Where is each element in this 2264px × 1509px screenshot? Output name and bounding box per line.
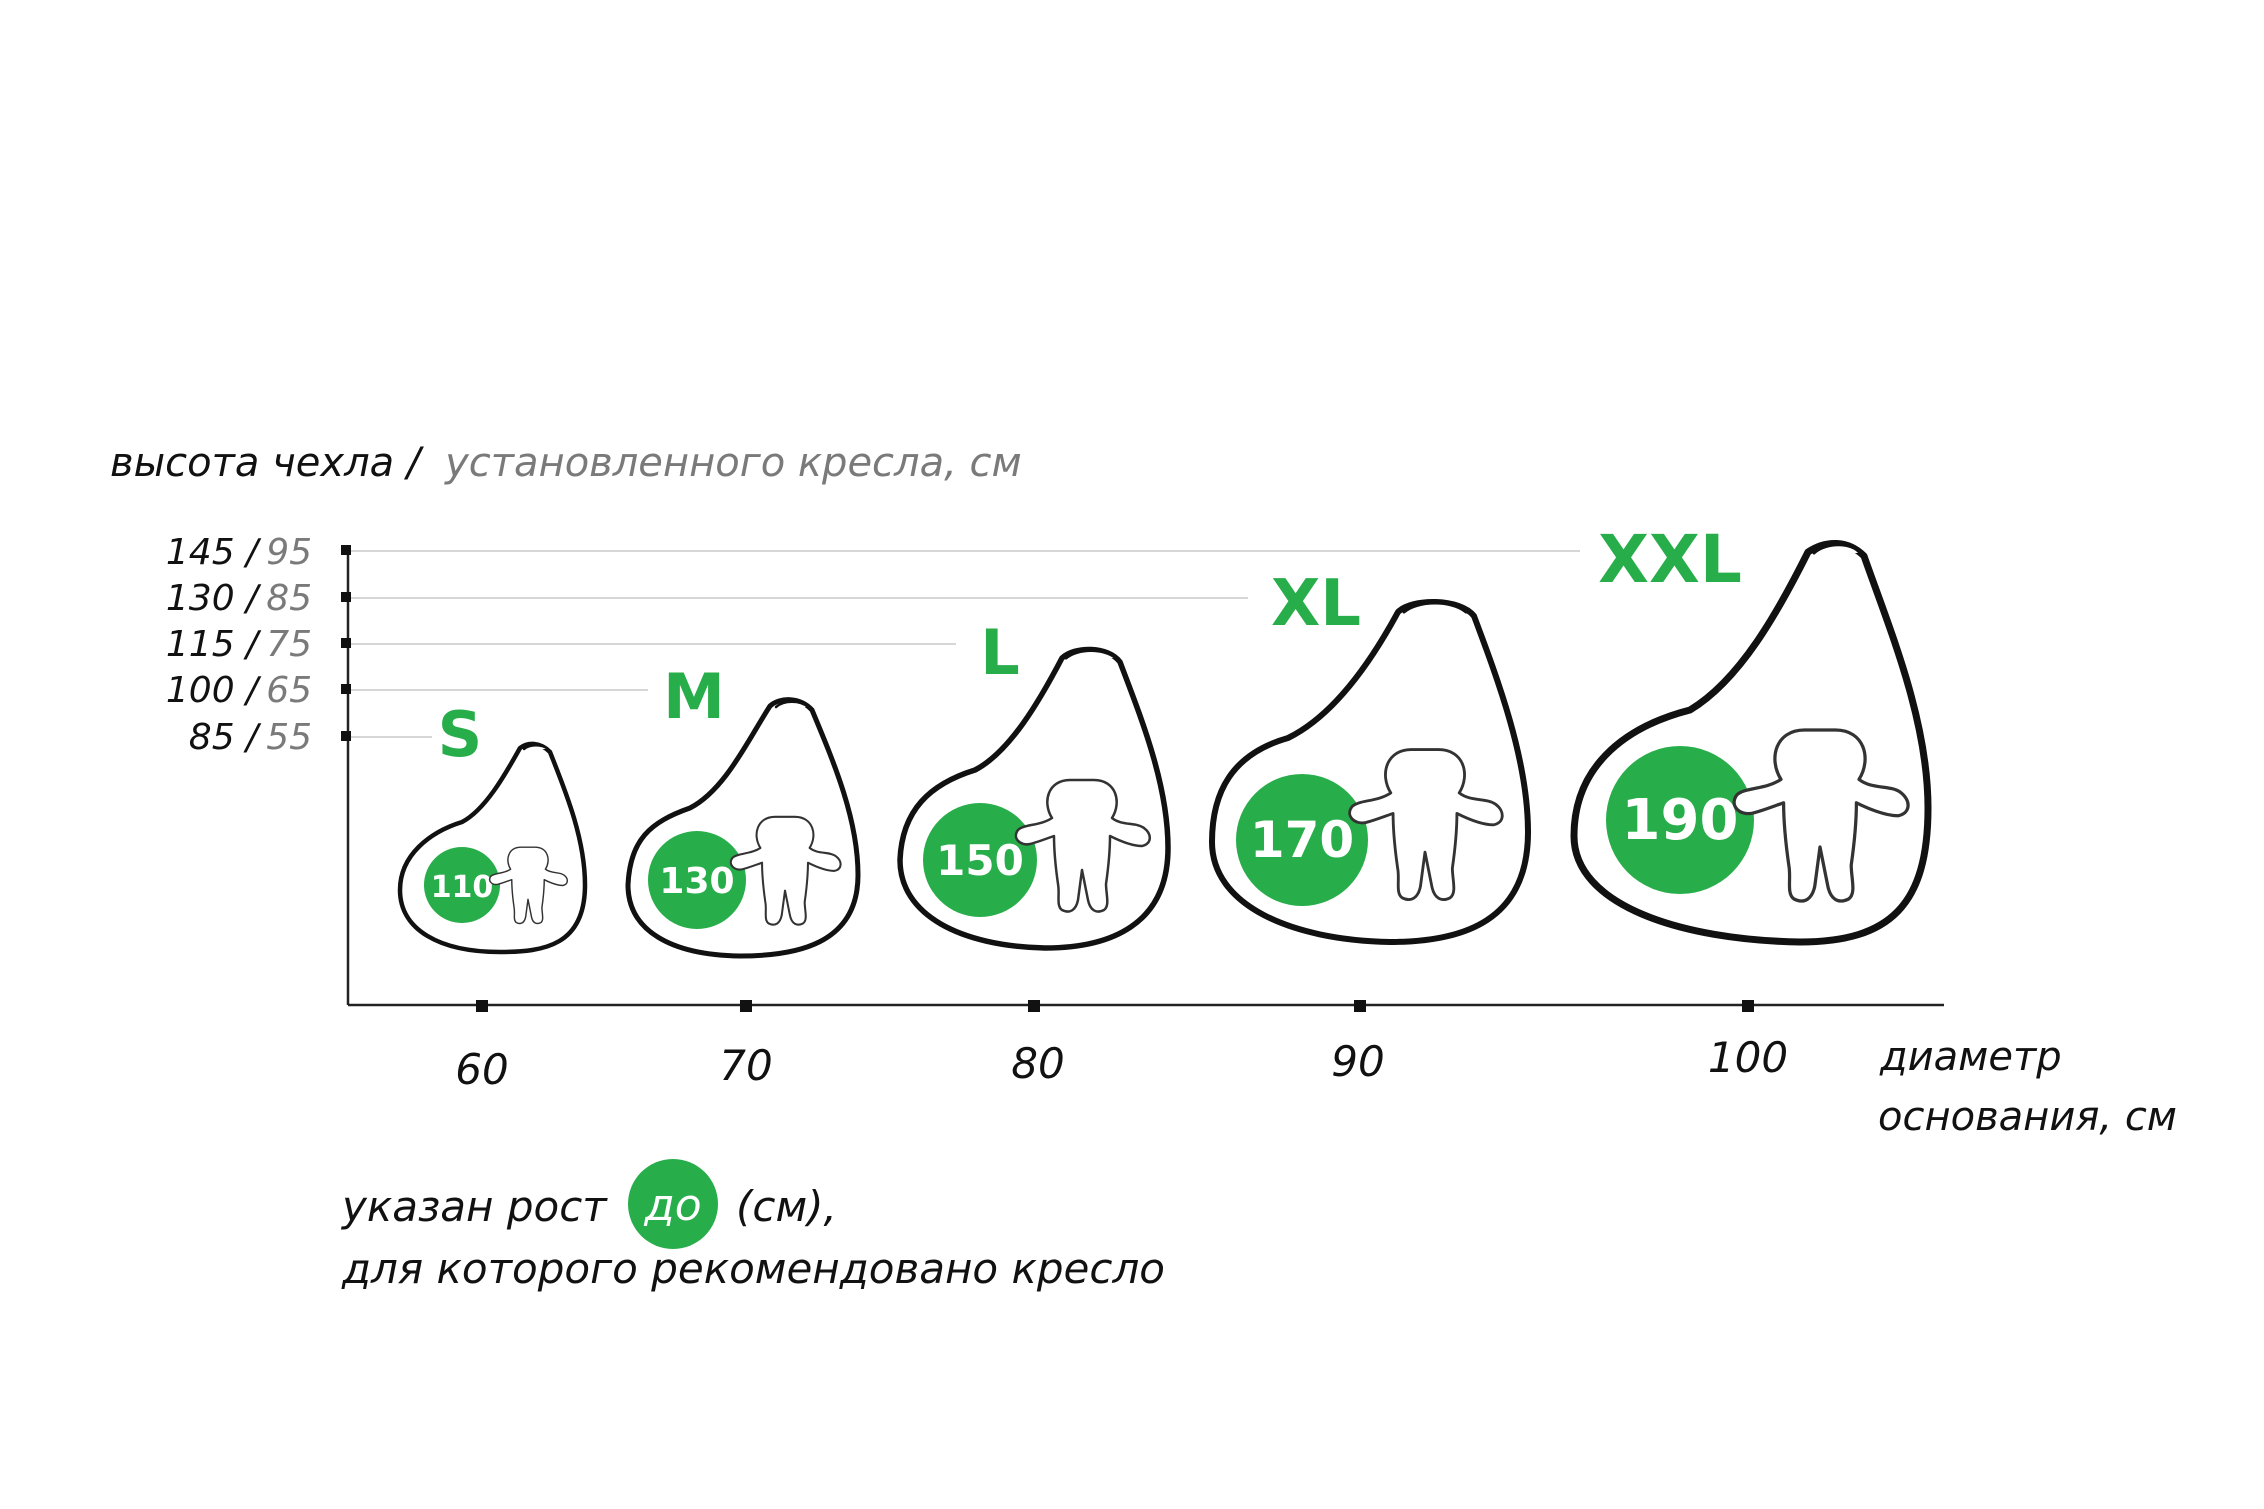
- height-circle: [424, 847, 500, 923]
- max-height-value: 150: [936, 836, 1024, 885]
- y-axis-title: высота чехла / установленного кресла, см: [110, 440, 1022, 486]
- bag-size-xl: XL 170: [1209, 567, 1531, 945]
- bag-size-m: M 130: [625, 660, 861, 959]
- x-tick-marker: [740, 1000, 752, 1012]
- person-icon: [488, 846, 569, 925]
- legend-text-before: указан рост: [340, 1182, 608, 1231]
- x-tick-marker: [1028, 1000, 1040, 1012]
- legend: указан рост до (см), для которого рекоме…: [340, 1159, 1165, 1293]
- max-height-value: 110: [431, 870, 494, 905]
- bag-size-l: L 150: [897, 616, 1171, 951]
- x-tick-marker: [1742, 1000, 1754, 1012]
- y-tick-label: 100 /65: [166, 670, 312, 711]
- x-tick-marker: [476, 1000, 488, 1012]
- person-icon: [729, 815, 842, 926]
- x-tick-label: 60: [455, 1045, 508, 1094]
- x-tick-label: 100: [1708, 1033, 1788, 1082]
- y-tick-marker: [341, 638, 351, 648]
- x-tick-label: 80: [1011, 1039, 1064, 1088]
- bean-bag-shape: [625, 697, 861, 959]
- size-label: S: [438, 698, 483, 771]
- y-tick-label: 130 /85: [166, 578, 312, 619]
- y-tick-label: 115 /75: [166, 624, 312, 665]
- x-tick-label: 90: [1331, 1037, 1384, 1086]
- max-height-value: 130: [659, 861, 734, 902]
- x-tick-label: 70: [719, 1041, 772, 1090]
- x-axis-title-line1: диаметр: [1879, 1034, 2062, 1080]
- y-axis-title-secondary: установленного кресла, см: [444, 440, 1022, 486]
- legend-text-line2: для которого рекомендовано кресло: [341, 1244, 1165, 1293]
- legend-badge: [628, 1159, 718, 1249]
- bean-bag-shape: [1570, 539, 1932, 946]
- height-circle: [923, 803, 1037, 917]
- y-tick-label: 85 /55: [189, 717, 312, 758]
- bean-bag-shape: [397, 741, 588, 955]
- max-height-value: 190: [1622, 788, 1739, 853]
- size-label: L: [980, 616, 1020, 689]
- person-icon: [1348, 748, 1504, 901]
- size-label: XL: [1271, 567, 1361, 641]
- height-circle: [648, 831, 746, 929]
- legend-badge-text: до: [643, 1180, 701, 1231]
- y-axis-title-main: высота чехла /: [110, 440, 425, 486]
- person-icon: [1732, 728, 1910, 903]
- y-tick-marker: [341, 684, 351, 694]
- bag-size-xxl: XXL 190: [1570, 521, 1932, 946]
- y-tick-marker: [341, 545, 351, 555]
- bag-size-s: S 110: [397, 698, 588, 955]
- height-circle: [1236, 774, 1368, 906]
- y-tick-marker: [341, 592, 351, 602]
- max-height-value: 170: [1250, 811, 1354, 869]
- size-label: XXL: [1598, 521, 1742, 598]
- height-circle: [1606, 746, 1754, 894]
- legend-text-after: (см),: [736, 1182, 837, 1231]
- bean-bag-shape: [897, 646, 1171, 951]
- y-tick-label: 145 /95: [166, 532, 312, 573]
- bean-bag-shape: [1209, 599, 1531, 945]
- y-tick-marker: [341, 731, 351, 741]
- x-axis-title-line2: основания, см: [1878, 1094, 2177, 1140]
- person-icon: [1014, 778, 1151, 913]
- x-tick-marker: [1354, 1000, 1366, 1012]
- size-label: M: [663, 660, 725, 733]
